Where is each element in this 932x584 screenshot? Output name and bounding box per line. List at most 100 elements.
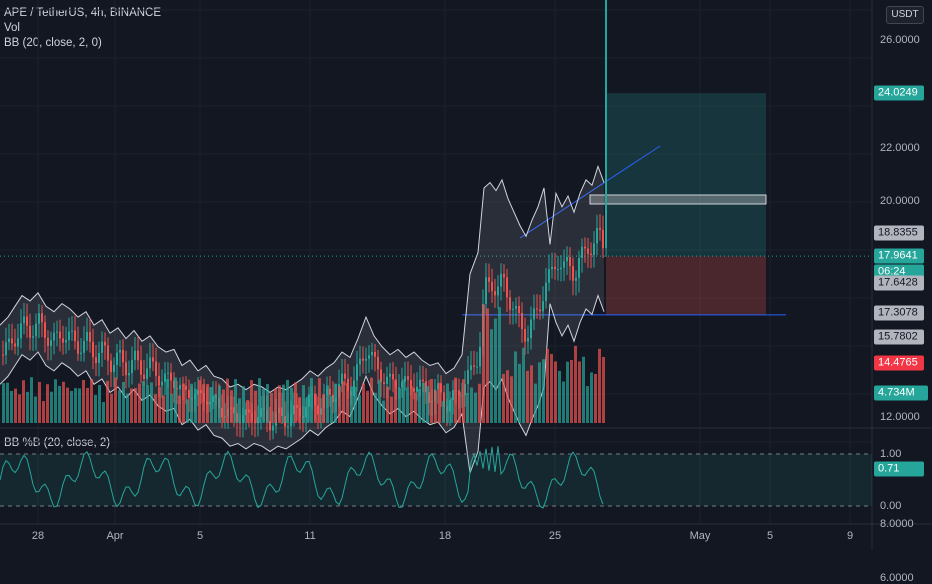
volume-bar (270, 392, 273, 423)
candle-body (329, 388, 331, 395)
candle-body (494, 291, 496, 296)
volume-bar (294, 382, 297, 423)
bbpct-tick-label: 0.00 (880, 500, 902, 512)
volume-indicator-label[interactable]: Vol (4, 22, 20, 34)
volume-bar (490, 329, 493, 423)
volume-bar (106, 380, 109, 423)
volume-bar (430, 378, 433, 423)
candle-body (404, 376, 406, 382)
volume-bar (278, 385, 281, 423)
time-tick-label: 5 (766, 530, 774, 542)
candle-body (74, 330, 76, 342)
volume-bar (302, 385, 305, 423)
volume-bar (374, 392, 377, 423)
candle-body (17, 338, 19, 347)
volume-bar (18, 394, 21, 423)
volume-bar (214, 394, 217, 423)
candle-body (5, 342, 7, 356)
candle-body (113, 364, 115, 373)
candle-body (452, 390, 454, 401)
candle-body (116, 352, 118, 365)
candle-body (269, 421, 271, 431)
candle-body (41, 313, 43, 323)
candle-body (125, 362, 127, 376)
price-tag: 17.3078 (874, 305, 924, 321)
bollinger-bands-label[interactable]: BB (20, close, 2, 0) (4, 37, 102, 49)
volume-bar (486, 308, 489, 423)
price-tag: 18.8355 (874, 225, 924, 241)
volume-bar (602, 356, 605, 423)
candle-body (188, 389, 190, 399)
volume-bar (30, 377, 33, 423)
bbpct-tag: 0.71 (874, 461, 924, 477)
candle-body (2, 354, 4, 356)
volume-bar (102, 402, 105, 423)
volume-bar (314, 393, 317, 423)
volume-bar (66, 387, 69, 423)
candle-body (95, 357, 97, 364)
volume-bar (230, 390, 233, 423)
volume-bar (250, 380, 253, 423)
volume-bar (398, 388, 401, 423)
candle-body (341, 373, 343, 385)
candle-body (104, 341, 106, 346)
price-tick-label: 8.0000 (880, 518, 914, 531)
volume-bar (306, 396, 309, 423)
volume-bar (26, 391, 29, 423)
volume-bar (290, 387, 293, 423)
volume-bar (350, 386, 353, 423)
volume-bar (178, 395, 181, 423)
candle-body (593, 243, 595, 255)
candle-body (374, 351, 376, 357)
price-tick-label: 12.0000 (880, 410, 920, 423)
volume-bar (42, 401, 45, 423)
currency-button[interactable]: USDT (886, 6, 924, 24)
loss-zone (606, 256, 766, 315)
volume-bar (502, 373, 505, 423)
volume-bar (442, 401, 445, 423)
volume-bar (286, 379, 289, 423)
price-tick-label: 20.0000 (880, 195, 920, 208)
candle-body (467, 370, 469, 385)
volume-bar (174, 377, 177, 423)
candle-body (518, 305, 520, 313)
candle-body (563, 261, 565, 268)
volume-bar (450, 397, 453, 423)
volume-bar (522, 347, 525, 423)
candle-body (542, 301, 544, 312)
price-chart[interactable] (0, 0, 932, 550)
bb-percent-label[interactable]: BB %B (20, close, 2) (4, 437, 111, 449)
volume-bar (258, 378, 261, 423)
volume-bar (222, 389, 225, 423)
time-tick-label: Apr (106, 530, 124, 542)
time-tick-label: 18 (438, 530, 452, 542)
volume-bar (438, 382, 441, 423)
volume-bar (78, 388, 81, 423)
candle-body (524, 329, 526, 342)
volume-bar (190, 383, 193, 423)
candle-body (149, 357, 151, 369)
candle-body (143, 374, 145, 379)
volume-bar (298, 397, 301, 423)
candle-body (590, 253, 592, 255)
candle-body (272, 425, 274, 431)
candle-body (581, 246, 583, 258)
volume-bar (570, 359, 573, 423)
volume-bar (562, 381, 565, 423)
volume-bar (318, 378, 321, 423)
candle-body (119, 349, 121, 353)
candle-body (587, 248, 589, 254)
candle-body (548, 269, 550, 283)
volume-bar (86, 387, 89, 423)
candle-body (161, 381, 163, 386)
candle-body (422, 379, 424, 382)
candle-body (515, 305, 517, 309)
candle-body (503, 273, 505, 278)
volume-bar (150, 382, 153, 423)
candle-body (8, 338, 10, 343)
volume-bar (370, 377, 373, 423)
candle-body (389, 373, 391, 377)
candle-body (32, 336, 34, 338)
volume-bar (542, 359, 545, 423)
candle-body (584, 246, 586, 249)
